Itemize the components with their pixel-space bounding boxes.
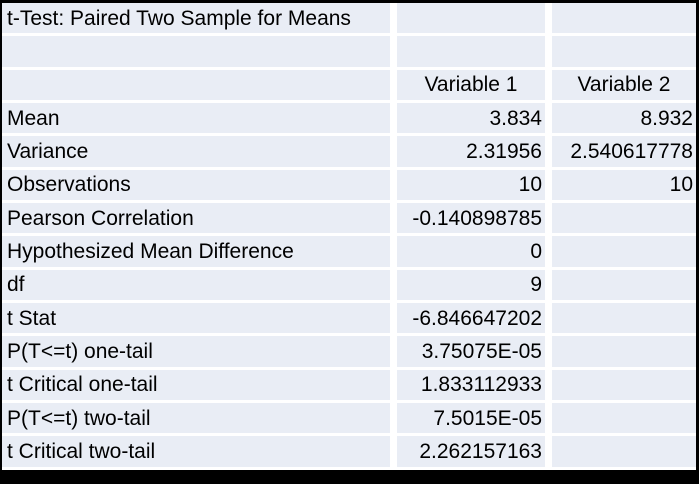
row-label-cell: P(T<=t) two-tail [2,403,397,437]
variable-1-value-cell: 1.833112933 [397,369,552,404]
empty-cell [397,36,552,70]
table-row: t Stat -6.846647202 [2,303,696,337]
row-label-cell: t Critical two-tail [2,436,397,470]
variable-1-value-cell: -0.140898785 [397,203,552,237]
variable-2-value-cell: 2.540617778 [552,136,696,170]
variable-2-value-cell [552,436,696,470]
variable-2-value-cell: 8.932 [552,103,696,137]
table-row: P(T<=t) one-tail 3.75075E-05 [2,336,696,370]
table-body: t-Test: Paired Two Sample for Means Vari… [2,3,696,470]
table-row: Mean 3.834 8.932 [2,103,696,137]
column-header-variable-1: Variable 1 [397,69,552,104]
variable-1-value-cell: 2.31956 [397,136,552,170]
empty-cell [552,36,696,70]
variable-1-value-cell: 7.5015E-05 [397,403,552,437]
table-row: P(T<=t) two-tail 7.5015E-05 [2,403,696,437]
variable-1-value-cell: 9 [397,269,552,304]
table-row: Hypothesized Mean Difference 0 [2,236,696,270]
spacer-row [2,36,696,70]
table-row: Observations 10 10 [2,169,696,204]
row-label-cell: Observations [2,169,397,204]
table-row: t Critical two-tail 2.262157163 [2,436,696,470]
variable-2-value-cell [552,369,696,404]
variable-1-value-cell: 3.75075E-05 [397,336,552,370]
row-label-cell: t Stat [2,303,397,337]
t-test-results-table: t-Test: Paired Two Sample for Means Vari… [2,3,696,470]
row-label-cell: Hypothesized Mean Difference [2,236,397,270]
variable-2-value-cell [552,203,696,237]
variable-2-value-cell [552,236,696,270]
variable-1-value-cell: 10 [397,169,552,204]
empty-cell [2,69,397,104]
variable-1-value-cell: 2.262157163 [397,436,552,470]
table-row: df 9 [2,269,696,304]
variable-1-value-cell: 0 [397,236,552,270]
variable-1-value-cell: 3.834 [397,103,552,137]
table-row: t Critical one-tail 1.833112933 [2,369,696,404]
row-label-cell: Variance [2,136,397,170]
header-row: Variable 1 Variable 2 [2,69,696,104]
variable-2-value-cell [552,269,696,304]
variable-2-value-cell: 10 [552,169,696,204]
variable-2-value-cell [552,336,696,370]
title-row: t-Test: Paired Two Sample for Means [2,3,696,37]
row-label-cell: Mean [2,103,397,137]
table-row: Variance 2.31956 2.540617778 [2,136,696,170]
variable-2-value-cell [552,303,696,337]
variable-1-value-cell: -6.846647202 [397,303,552,337]
table-row: Pearson Correlation -0.140898785 [2,203,696,237]
row-label-cell: df [2,269,397,304]
row-label-cell: t Critical one-tail [2,369,397,404]
row-label-cell: Pearson Correlation [2,203,397,237]
empty-cell [2,36,397,70]
column-header-variable-2: Variable 2 [552,69,696,104]
empty-cell [552,3,696,37]
row-label-cell: P(T<=t) one-tail [2,336,397,370]
table-title: t-Test: Paired Two Sample for Means [2,3,397,37]
variable-2-value-cell [552,403,696,437]
empty-cell [397,3,552,37]
